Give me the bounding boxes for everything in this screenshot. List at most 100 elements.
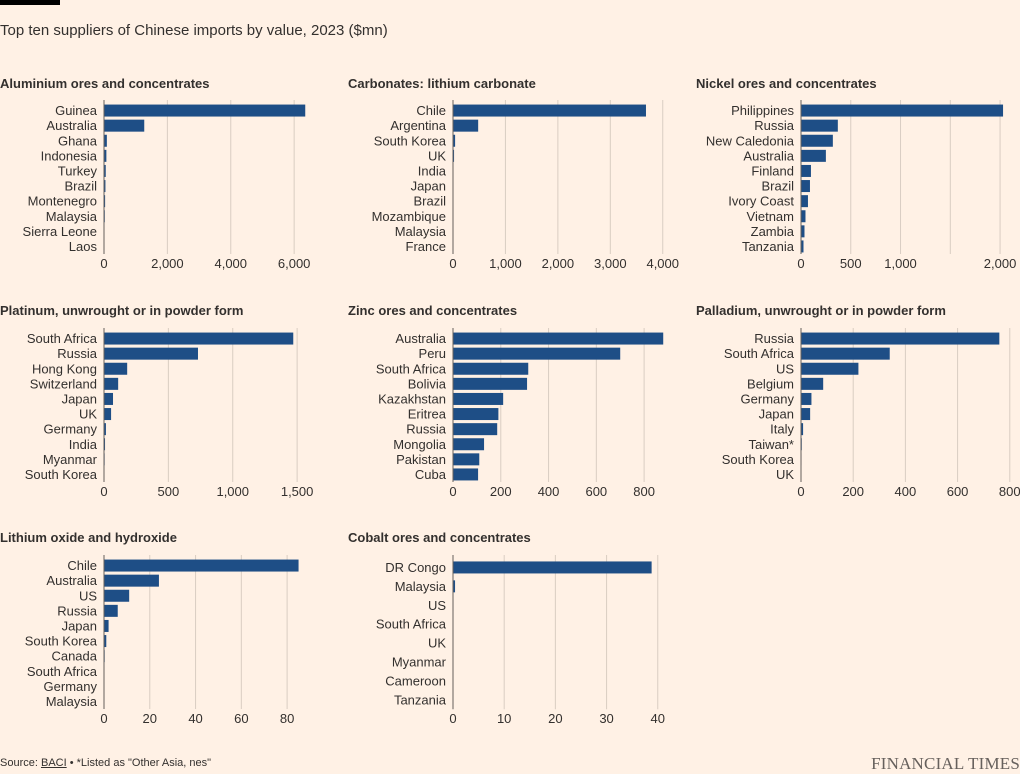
category-label: Turkey <box>58 163 98 178</box>
source-prefix: Source: <box>0 757 38 769</box>
bar <box>104 560 299 572</box>
category-label: Ivory Coast <box>728 194 794 209</box>
tick-label: 800 <box>999 484 1020 499</box>
bar <box>801 165 811 177</box>
bar <box>801 180 810 192</box>
bar <box>453 468 478 480</box>
tick-label: 500 <box>158 484 180 499</box>
category-label: Bolivia <box>408 376 447 391</box>
tick-label: 0 <box>100 711 107 726</box>
bar <box>104 120 144 132</box>
bar <box>453 561 652 573</box>
category-label: India <box>418 163 447 178</box>
brand-logo: FINANCIAL TIMES <box>871 754 1020 774</box>
bar <box>104 348 198 360</box>
category-label: Laos <box>69 239 98 254</box>
tick-label: 200 <box>490 484 512 499</box>
category-label: South Korea <box>25 467 98 482</box>
tick-label: 0 <box>449 256 456 271</box>
bar <box>453 333 663 345</box>
tick-label: 0 <box>449 484 456 499</box>
bar <box>453 438 484 450</box>
panel-title: Carbonates: lithium carbonate <box>348 76 536 91</box>
category-label: UK <box>776 467 794 482</box>
tick-label: 4,000 <box>214 256 247 271</box>
bar <box>104 333 293 345</box>
category-label: Indonesia <box>41 148 98 163</box>
category-label: Germany <box>44 679 98 694</box>
category-label: UK <box>428 636 446 651</box>
category-label: Myanmar <box>43 452 98 467</box>
category-label: Italy <box>770 422 794 437</box>
category-label: Australia <box>395 331 446 346</box>
tick-label: 4,000 <box>646 256 679 271</box>
category-label: Tanzania <box>394 692 447 707</box>
category-label: Eritrea <box>408 407 447 422</box>
category-label: South Korea <box>374 133 447 148</box>
category-label: Canada <box>51 649 97 664</box>
source-link[interactable]: BACI <box>41 757 67 769</box>
tick-label: 3,000 <box>594 256 627 271</box>
bar <box>453 378 527 390</box>
category-label: South Africa <box>376 617 447 632</box>
tick-label: 200 <box>842 484 864 499</box>
bar <box>453 423 497 435</box>
category-label: Taiwan* <box>748 437 794 452</box>
category-label: Germany <box>741 391 795 406</box>
bar <box>453 348 620 360</box>
bar <box>104 378 118 390</box>
tick-label: 1,000 <box>216 484 249 499</box>
bar <box>801 135 833 147</box>
panel-title: Zinc ores and concentrates <box>348 303 517 318</box>
category-label: Russia <box>57 346 98 361</box>
bar <box>104 393 113 405</box>
category-label: UK <box>428 148 446 163</box>
tick-label: 20 <box>143 711 157 726</box>
bar <box>801 333 999 345</box>
tick-label: 2,000 <box>984 256 1017 271</box>
bar <box>453 453 479 465</box>
category-label: Japan <box>411 179 446 194</box>
bar <box>801 195 808 207</box>
category-label: Myanmar <box>392 654 447 669</box>
category-label: South Africa <box>27 331 98 346</box>
category-label: Malaysia <box>46 694 98 709</box>
category-label: Australia <box>743 148 794 163</box>
panel-title: Nickel ores and concentrates <box>696 76 877 91</box>
bar <box>104 575 159 587</box>
category-label: Peru <box>419 346 446 361</box>
category-label: Switzerland <box>30 376 97 391</box>
category-label: Cuba <box>415 467 447 482</box>
category-label: Sierra Leone <box>23 224 97 239</box>
category-label: Russia <box>406 422 447 437</box>
tick-label: 30 <box>599 711 613 726</box>
category-label: Chile <box>67 558 97 573</box>
category-label: Russia <box>57 603 98 618</box>
category-label: Hong Kong <box>32 361 97 376</box>
tick-label: 0 <box>100 484 107 499</box>
category-label: Mongolia <box>393 437 447 452</box>
tick-label: 0 <box>449 711 456 726</box>
bar <box>801 105 1003 117</box>
category-label: Brazil <box>64 179 97 194</box>
category-label: Cameroon <box>385 673 446 688</box>
bar <box>801 348 890 360</box>
category-label: Vietnam <box>747 209 794 224</box>
tick-label: 600 <box>947 484 969 499</box>
category-label: Zambia <box>751 224 795 239</box>
bar <box>801 225 804 237</box>
bar <box>453 120 478 132</box>
bar <box>453 393 503 405</box>
category-label: Argentina <box>390 118 446 133</box>
bar <box>801 210 805 222</box>
tick-label: 400 <box>895 484 917 499</box>
tick-label: 80 <box>280 711 294 726</box>
category-label: Russia <box>754 331 795 346</box>
category-label: Japan <box>62 391 97 406</box>
